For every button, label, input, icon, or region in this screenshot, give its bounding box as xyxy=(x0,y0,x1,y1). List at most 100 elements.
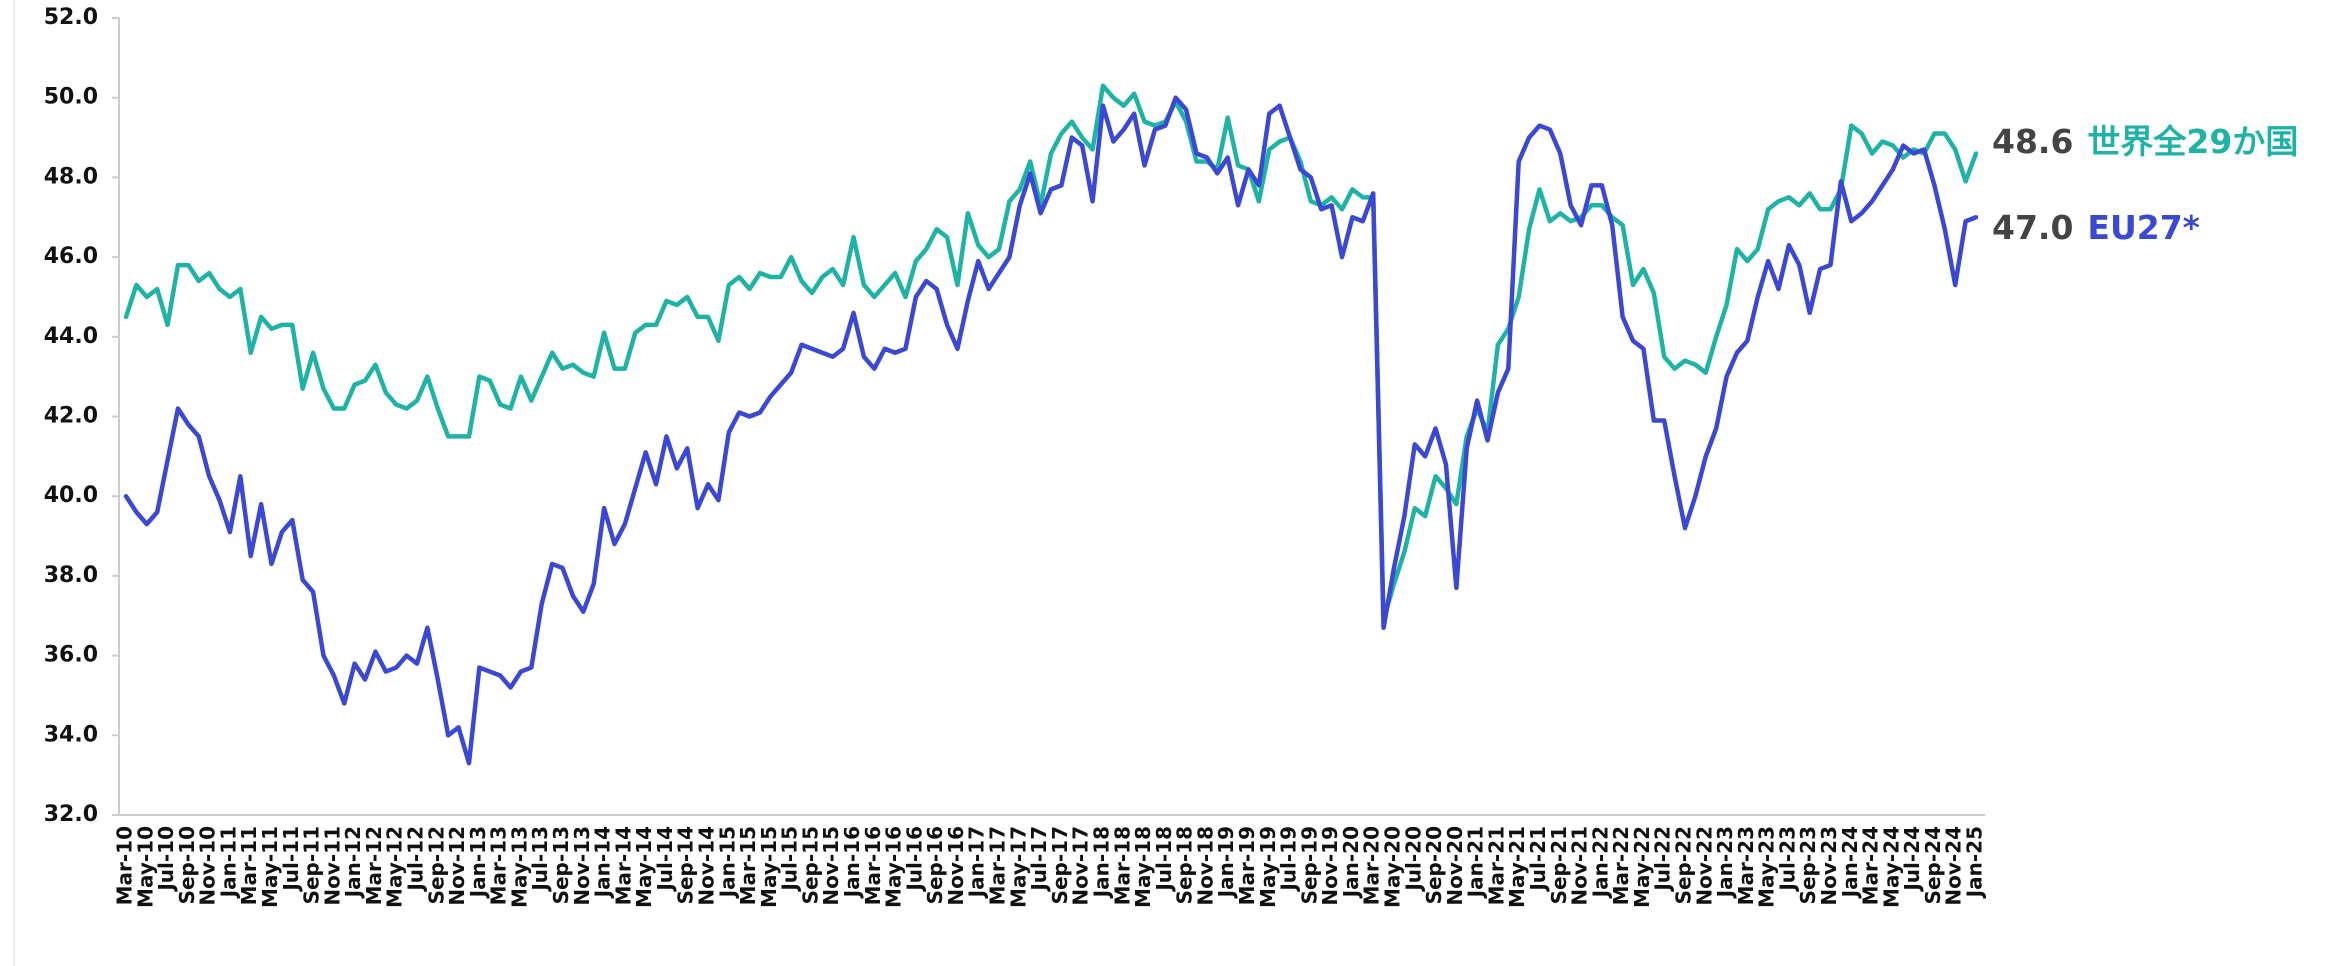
series-name-label: 世界全29か国 xyxy=(2087,122,2298,161)
x-tick-label: May-20 xyxy=(1380,826,1404,908)
x-tick-label: Nov-14 xyxy=(695,826,719,906)
x-tick-label: Nov-22 xyxy=(1692,826,1716,906)
y-tick-label: 52.0 xyxy=(44,5,98,30)
x-tick-label: Jul-23 xyxy=(1775,826,1799,893)
x-tick-label: Sep-11 xyxy=(300,826,324,904)
x-tick-label: Jan-20 xyxy=(1339,826,1363,899)
x-tick-label: Sep-17 xyxy=(1048,826,1072,904)
x-tick-label: Nov-13 xyxy=(570,826,594,906)
series-name-label: EU27* xyxy=(2087,208,2200,247)
x-tick-label: Mar-22 xyxy=(1609,826,1633,905)
y-tick-label: 34.0 xyxy=(44,722,98,747)
x-tick-label: Nov-18 xyxy=(1193,826,1217,906)
x-tick-label: May-13 xyxy=(507,826,531,908)
y-tick-label: 46.0 xyxy=(44,244,98,269)
end-value-label: 48.6 xyxy=(1992,122,2073,161)
series-line xyxy=(123,83,1979,622)
x-tick-label: May-19 xyxy=(1256,826,1280,908)
x-tick-label: Mar-16 xyxy=(861,826,885,905)
x-tick-label: Sep-19 xyxy=(1297,826,1321,904)
x-tick-label: Mar-19 xyxy=(1235,826,1259,905)
x-tick-label: Mar-21 xyxy=(1484,826,1508,905)
x-tick-label: Jan-17 xyxy=(965,826,989,899)
x-tick-label: Mar-10 xyxy=(113,826,137,905)
x-tick-label: May-16 xyxy=(882,826,906,908)
x-tick-label: May-22 xyxy=(1630,826,1654,908)
x-tick-label: Mar-13 xyxy=(487,826,511,905)
x-tick-label: May-14 xyxy=(632,826,656,908)
x-tick-label: Jan-11 xyxy=(216,826,240,899)
x-tick-label: Mar-11 xyxy=(237,826,261,905)
x-tick-label: Jan-23 xyxy=(1713,826,1737,899)
x-tick-label: Nov-24 xyxy=(1942,826,1966,906)
x-tick-label: Nov-19 xyxy=(1318,826,1342,906)
x-tick-label: May-10 xyxy=(133,826,157,908)
x-tick-label: Sep-20 xyxy=(1422,826,1446,904)
x-tick-label: Sep-16 xyxy=(923,826,947,904)
x-tick-label: Sep-23 xyxy=(1796,826,1820,904)
x-tick-label: Jul-20 xyxy=(1401,826,1425,893)
x-tick-label: Jul-18 xyxy=(1152,826,1176,893)
x-tick-label: Jul-11 xyxy=(279,826,303,893)
x-tick-label: May-17 xyxy=(1006,826,1030,908)
y-tick-label: 42.0 xyxy=(44,404,98,429)
x-tick-label: May-12 xyxy=(383,826,407,908)
x-tick-label: Jan-21 xyxy=(1464,826,1488,899)
x-tick-label: Sep-21 xyxy=(1547,826,1571,904)
x-tick-label: Jul-22 xyxy=(1651,826,1675,893)
x-tick-label: Nov-12 xyxy=(445,826,469,906)
x-tick-label: Jul-13 xyxy=(528,826,552,893)
x-tick-label: Jul-14 xyxy=(653,826,677,893)
x-tick-label: Jul-15 xyxy=(778,826,802,893)
x-tick-label: Jul-16 xyxy=(902,826,926,893)
x-tick-label: Nov-15 xyxy=(819,826,843,906)
x-tick-label: Jan-22 xyxy=(1588,826,1612,899)
y-tick-label: 50.0 xyxy=(44,85,98,110)
x-tick-label: May-11 xyxy=(258,826,282,908)
x-tick-label: Jul-21 xyxy=(1526,826,1550,893)
x-tick-label: Nov-17 xyxy=(1069,826,1093,906)
x-tick-label: Mar-14 xyxy=(611,826,635,905)
x-tick-label: Mar-23 xyxy=(1734,826,1758,905)
x-tick-label: May-18 xyxy=(1131,826,1155,908)
x-tick-label: Sep-10 xyxy=(175,826,199,904)
x-tick-label: Sep-22 xyxy=(1671,826,1695,904)
y-tick-label: 36.0 xyxy=(44,643,98,668)
y-tick-label: 38.0 xyxy=(44,563,98,588)
x-tick-label: Sep-24 xyxy=(1921,826,1945,904)
x-tick-label: Sep-13 xyxy=(549,826,573,904)
end-value-label: 47.0 xyxy=(1992,208,2073,247)
x-tick-label: Mar-15 xyxy=(736,826,760,905)
x-tick-label: Jan-14 xyxy=(591,826,615,899)
x-tick-label: Jul-12 xyxy=(404,826,428,893)
x-tick-label: Mar-20 xyxy=(1360,826,1384,905)
x-tick-label: Jul-17 xyxy=(1027,826,1051,893)
x-tick-label: Jan-24 xyxy=(1838,826,1862,899)
x-tick-label: Nov-16 xyxy=(944,826,968,906)
x-tick-label: Mar-17 xyxy=(986,826,1010,905)
x-tick-label: Nov-10 xyxy=(196,826,220,906)
x-tick-label: Jan-12 xyxy=(341,826,365,899)
x-tick-label: Jul-24 xyxy=(1900,826,1924,893)
x-tick-label: Mar-12 xyxy=(362,826,386,905)
x-tick-label: Sep-15 xyxy=(798,826,822,904)
x-tick-label: Sep-14 xyxy=(674,826,698,904)
x-tick-label: May-24 xyxy=(1879,826,1903,908)
y-tick-label: 44.0 xyxy=(44,324,98,349)
x-tick-label: Mar-18 xyxy=(1110,826,1134,905)
y-tick-label: 32.0 xyxy=(44,802,98,827)
x-tick-label: May-23 xyxy=(1755,826,1779,908)
x-tick-label: Jan-13 xyxy=(466,826,490,899)
x-tick-label: Nov-21 xyxy=(1568,826,1592,906)
x-tick-label: Jan-19 xyxy=(1214,826,1238,899)
y-tick-label: 48.0 xyxy=(44,164,98,189)
x-tick-label: May-15 xyxy=(757,826,781,908)
series-line xyxy=(123,95,1979,766)
x-tick-label: Jan-15 xyxy=(715,826,739,899)
x-tick-label: Jan-25 xyxy=(1963,826,1987,899)
x-tick-label: Jul-10 xyxy=(154,826,178,893)
x-tick-label: Mar-24 xyxy=(1859,826,1883,905)
x-tick-label: Jan-18 xyxy=(1089,826,1113,899)
x-tick-label: Sep-18 xyxy=(1173,826,1197,904)
